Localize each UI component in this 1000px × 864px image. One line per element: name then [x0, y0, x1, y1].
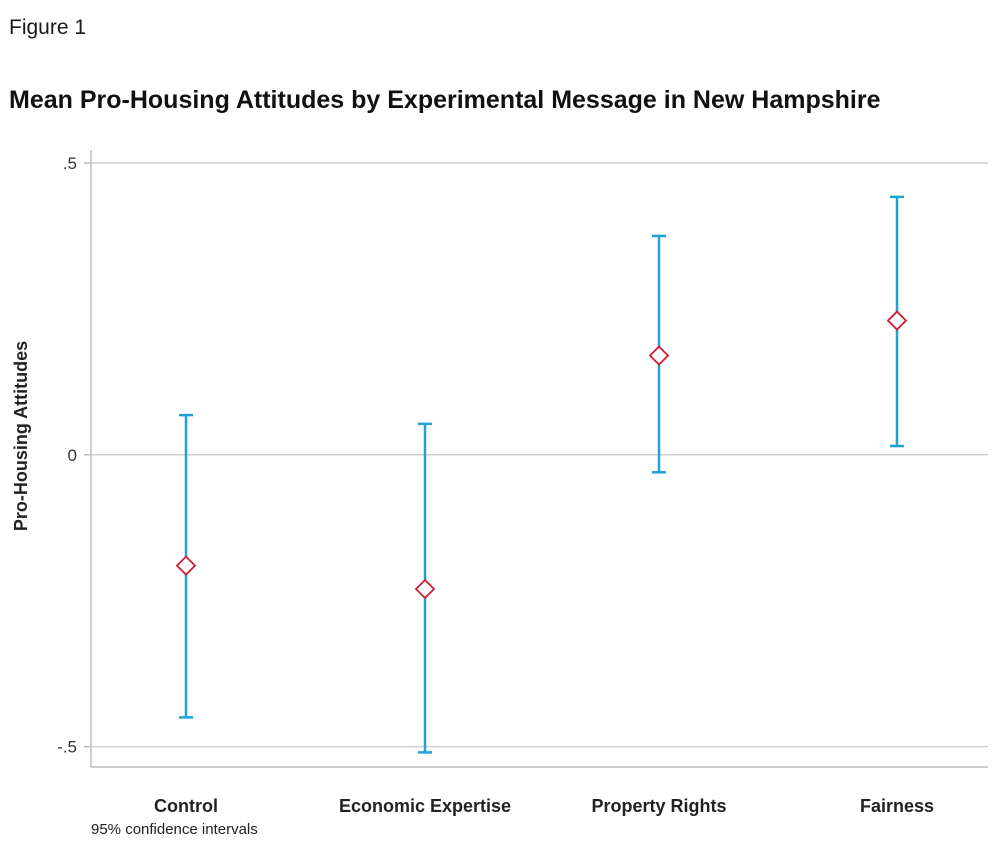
- errorbar-group-1: [414, 422, 436, 754]
- y-tick-labels: .5 0 -.5: [57, 154, 91, 757]
- chart-title: Mean Pro-Housing Attitudes by Experiment…: [9, 86, 881, 114]
- confidence-note: 95% confidence intervals: [91, 821, 258, 838]
- y-tick-label-2: -.5: [57, 738, 77, 757]
- category-label-2: Property Rights: [591, 796, 726, 816]
- errorbar-group-0: [175, 413, 197, 719]
- mean-marker-1: [414, 578, 436, 600]
- series-layer: [175, 195, 908, 754]
- y-tick-label-0: .5: [63, 154, 77, 173]
- errorbar-group-2: [648, 234, 670, 474]
- y-tick-label-1: 0: [68, 446, 77, 465]
- figure-label: Figure 1: [9, 16, 87, 39]
- axis-layer: [90, 150, 988, 768]
- category-label-0: Control: [154, 796, 218, 816]
- mean-marker-2: [648, 345, 670, 366]
- mean-marker-0: [175, 555, 197, 576]
- mean-marker-3: [886, 310, 908, 331]
- category-label-3: Fairness: [860, 796, 934, 816]
- errorbar-group-3: [886, 195, 908, 448]
- y-axis-label: Pro-Housing Attitudes: [11, 341, 31, 531]
- x-category-labels: Control Economic Expertise Property Rights…: [154, 796, 934, 816]
- category-label-1: Economic Expertise: [339, 796, 511, 816]
- grid-layer: [91, 162, 988, 748]
